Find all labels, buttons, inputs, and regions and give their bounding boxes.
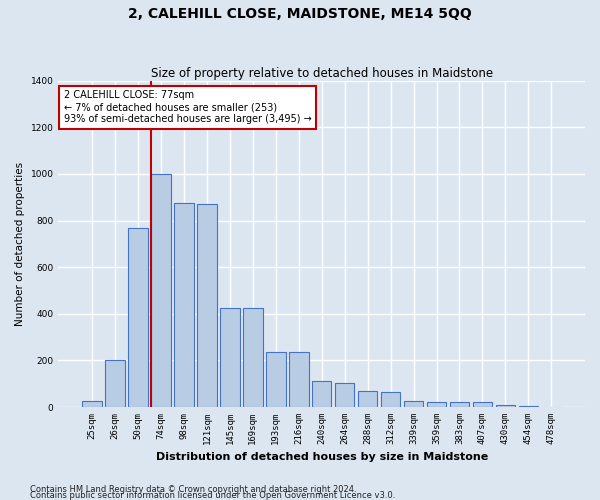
Bar xyxy=(106,360,125,407)
Bar xyxy=(220,308,239,407)
Bar xyxy=(266,352,286,407)
Bar xyxy=(243,308,263,407)
Title: Size of property relative to detached houses in Maidstone: Size of property relative to detached ho… xyxy=(151,66,493,80)
Bar xyxy=(518,406,538,407)
Bar xyxy=(174,203,194,407)
Bar xyxy=(335,382,355,407)
Bar xyxy=(427,402,446,407)
Bar xyxy=(496,404,515,407)
Bar xyxy=(473,402,492,407)
Bar xyxy=(82,401,102,407)
Y-axis label: Number of detached properties: Number of detached properties xyxy=(15,162,25,326)
Bar xyxy=(197,204,217,407)
Bar xyxy=(404,401,424,407)
Bar xyxy=(358,390,377,407)
Bar xyxy=(312,382,331,407)
Text: Contains HM Land Registry data © Crown copyright and database right 2024.: Contains HM Land Registry data © Crown c… xyxy=(30,484,356,494)
Bar xyxy=(128,228,148,407)
Bar xyxy=(450,402,469,407)
Bar xyxy=(381,392,400,407)
Text: 2 CALEHILL CLOSE: 77sqm
← 7% of detached houses are smaller (253)
93% of semi-de: 2 CALEHILL CLOSE: 77sqm ← 7% of detached… xyxy=(64,90,311,124)
X-axis label: Distribution of detached houses by size in Maidstone: Distribution of detached houses by size … xyxy=(155,452,488,462)
Text: 2, CALEHILL CLOSE, MAIDSTONE, ME14 5QQ: 2, CALEHILL CLOSE, MAIDSTONE, ME14 5QQ xyxy=(128,8,472,22)
Bar xyxy=(151,174,171,407)
Text: Contains public sector information licensed under the Open Government Licence v3: Contains public sector information licen… xyxy=(30,490,395,500)
Bar xyxy=(289,352,308,407)
